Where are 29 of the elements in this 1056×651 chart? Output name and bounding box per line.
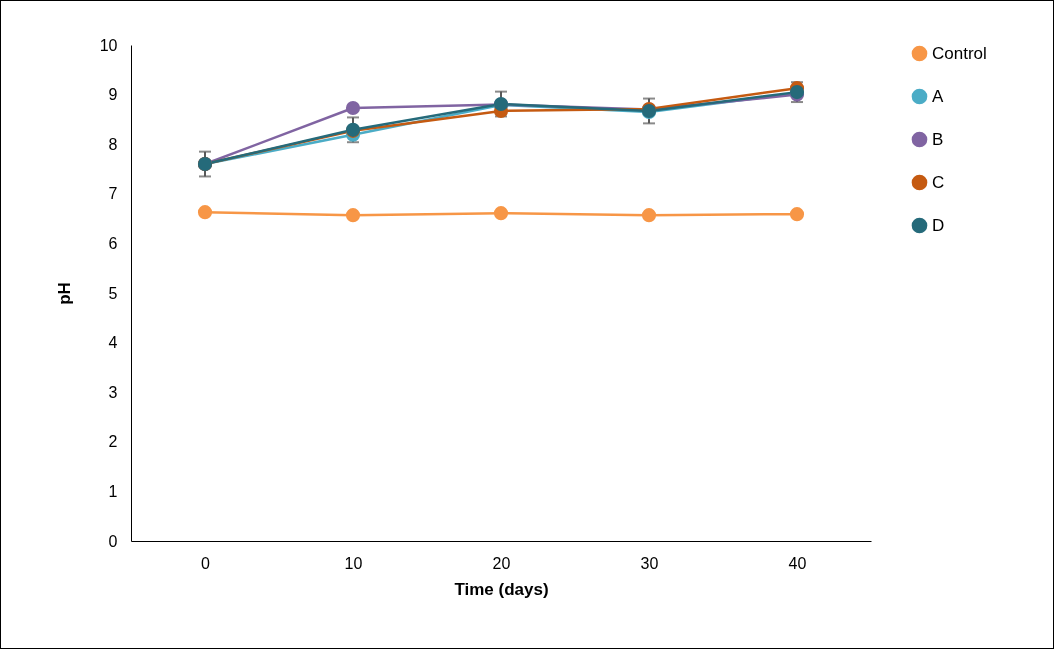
y-tick-label: 7 (108, 185, 118, 203)
x-tick-label: 10 (344, 554, 363, 572)
y-tick-label: 2 (108, 433, 118, 451)
x-tick-label: 30 (640, 554, 659, 572)
legend-label: D (932, 215, 945, 235)
y-tick-label: 10 (99, 36, 118, 54)
legend-label: C (932, 172, 945, 192)
y-axis-title: pH (54, 282, 74, 305)
y-tick-label: 1 (108, 482, 118, 500)
legend-label: Control (932, 43, 987, 63)
point (197, 205, 213, 220)
y-tick-label: 5 (108, 284, 118, 302)
x-tick-label: 20 (492, 554, 511, 572)
point (345, 100, 361, 116)
legend-label: A (932, 86, 944, 106)
y-tick-label: 3 (108, 383, 118, 401)
x-axis-title: Time (days) (454, 579, 549, 599)
x-tick-label: 0 (201, 554, 211, 572)
x-tick-label: 40 (788, 554, 807, 572)
y-tick-label: 8 (108, 135, 118, 153)
point (493, 206, 509, 221)
point (345, 208, 361, 223)
legend-label: B (932, 129, 944, 149)
y-tick-label: 4 (108, 334, 118, 352)
y-tick-label: 0 (108, 532, 118, 550)
y-tick-label: 6 (108, 234, 118, 252)
point (641, 208, 657, 223)
y-tick-label: 9 (108, 86, 118, 104)
point (789, 207, 805, 222)
